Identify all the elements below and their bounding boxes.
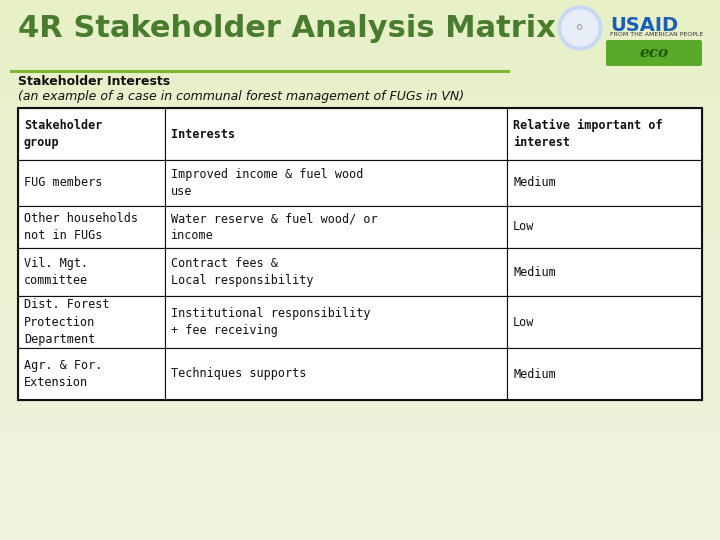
- Text: Techniques supports: Techniques supports: [171, 368, 307, 381]
- Bar: [18, 348, 165, 400]
- Bar: [507, 160, 702, 206]
- Bar: [18, 160, 165, 206]
- Text: Medium: Medium: [513, 266, 556, 279]
- Text: Water reserve & fuel wood/ or
income: Water reserve & fuel wood/ or income: [171, 212, 378, 242]
- Bar: [18, 108, 702, 400]
- Text: Stakeholder Interests: Stakeholder Interests: [18, 75, 170, 88]
- Bar: [165, 108, 507, 160]
- Bar: [165, 206, 507, 248]
- Text: Institutional responsibility
+ fee receiving: Institutional responsibility + fee recei…: [171, 307, 371, 337]
- Bar: [18, 206, 165, 248]
- Bar: [18, 296, 165, 348]
- Text: Vil. Mgt.
committee: Vil. Mgt. committee: [24, 257, 88, 287]
- Bar: [165, 160, 507, 206]
- Bar: [10, 70, 510, 73]
- Text: eco: eco: [639, 46, 669, 60]
- Text: Contract fees &
Local responsibility: Contract fees & Local responsibility: [171, 257, 314, 287]
- Bar: [18, 108, 165, 160]
- Bar: [165, 348, 507, 400]
- Text: (an example of a case in communal forest management of FUGs in VN): (an example of a case in communal forest…: [18, 90, 464, 103]
- Text: FUG members: FUG members: [24, 177, 102, 190]
- Text: USAID: USAID: [610, 16, 678, 35]
- Text: Relative important of
interest: Relative important of interest: [513, 119, 662, 149]
- Bar: [507, 206, 702, 248]
- Bar: [165, 296, 507, 348]
- Text: ⚪: ⚪: [575, 23, 585, 33]
- Circle shape: [558, 6, 602, 50]
- Bar: [507, 108, 702, 160]
- Text: Low: Low: [513, 220, 534, 233]
- Text: Stakeholder
group: Stakeholder group: [24, 119, 102, 149]
- Text: Other households
not in FUGs: Other households not in FUGs: [24, 212, 138, 242]
- Bar: [507, 348, 702, 400]
- Text: Medium: Medium: [513, 368, 556, 381]
- Circle shape: [562, 10, 598, 46]
- Text: Low: Low: [513, 315, 534, 328]
- Text: Improved income & fuel wood
use: Improved income & fuel wood use: [171, 168, 364, 198]
- Text: Agr. & For.
Extension: Agr. & For. Extension: [24, 359, 102, 389]
- Bar: [507, 296, 702, 348]
- Text: 4R Stakeholder Analysis Matrix: 4R Stakeholder Analysis Matrix: [18, 14, 556, 43]
- Bar: [507, 248, 702, 296]
- Text: FROM THE AMERICAN PEOPLE: FROM THE AMERICAN PEOPLE: [610, 32, 703, 37]
- Bar: [18, 248, 165, 296]
- Text: Medium: Medium: [513, 177, 556, 190]
- FancyBboxPatch shape: [606, 40, 702, 66]
- Text: Dist. Forest
Protection
Department: Dist. Forest Protection Department: [24, 299, 109, 346]
- Text: Interests: Interests: [171, 127, 235, 140]
- Bar: [165, 248, 507, 296]
